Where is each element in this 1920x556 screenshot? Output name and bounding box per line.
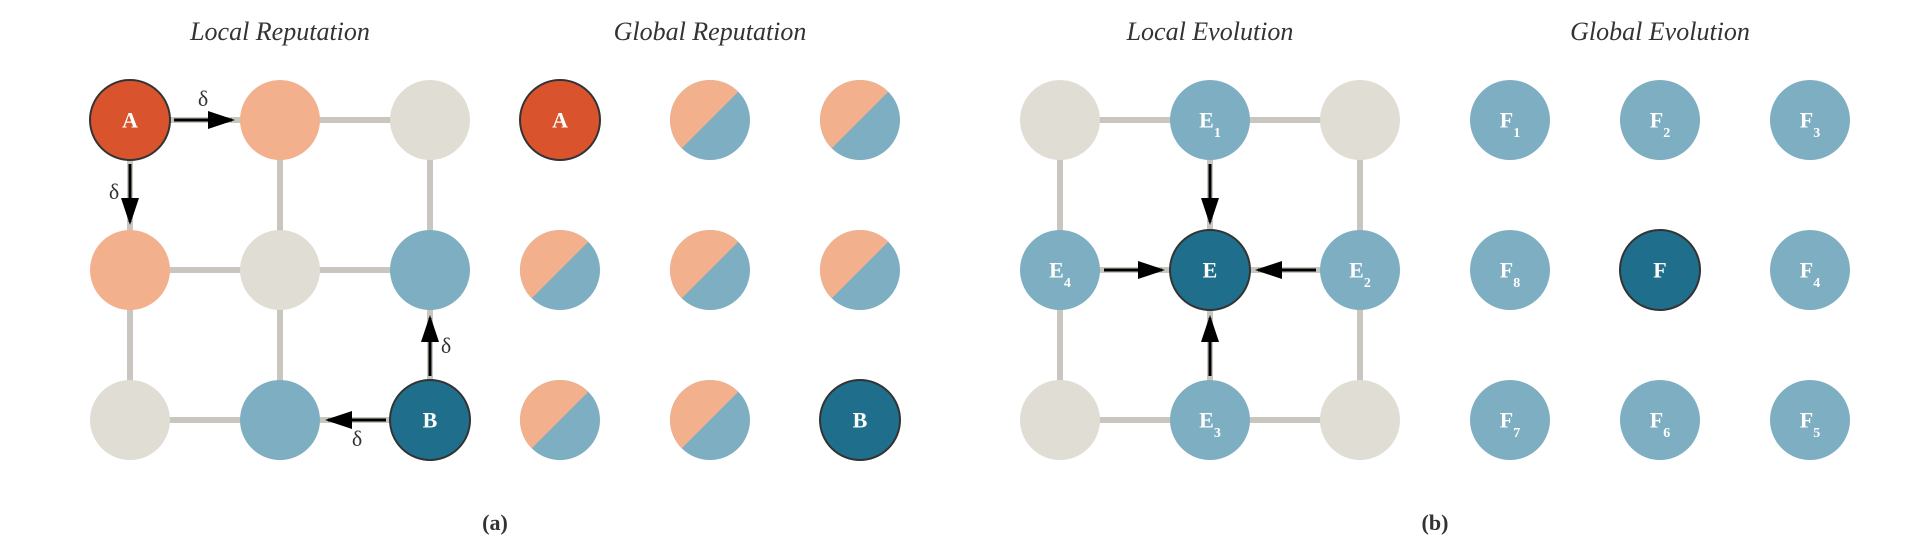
node: E4 xyxy=(1020,230,1100,310)
node xyxy=(90,380,170,460)
node xyxy=(518,378,602,462)
node xyxy=(1020,80,1100,160)
node: F2 xyxy=(1620,80,1700,160)
node xyxy=(668,78,752,162)
node: A xyxy=(520,80,600,160)
svg-text:A: A xyxy=(552,108,568,133)
diagram-svg: Local Reputation A Bδ δ δ δ Global Reputation A… xyxy=(0,0,1920,556)
node: F3 xyxy=(1770,80,1850,160)
node xyxy=(390,80,470,160)
node xyxy=(240,80,320,160)
node xyxy=(90,230,170,310)
node: F6 xyxy=(1620,380,1700,460)
node xyxy=(518,228,602,312)
node: A xyxy=(90,80,170,160)
svg-text:F: F xyxy=(1653,258,1666,283)
panel-title: Local Reputation xyxy=(189,17,370,46)
node: E1 xyxy=(1170,80,1250,160)
node xyxy=(668,378,752,462)
svg-text:A: A xyxy=(122,108,138,133)
panel-title: Local Evolution xyxy=(1126,17,1294,46)
node xyxy=(1320,380,1400,460)
node xyxy=(1320,80,1400,160)
node: E xyxy=(1170,230,1250,310)
svg-text:B: B xyxy=(853,408,868,433)
panel-title: Global Reputation xyxy=(614,17,807,46)
node: B xyxy=(390,380,470,460)
svg-text:E: E xyxy=(1203,258,1218,283)
node xyxy=(818,228,902,312)
node xyxy=(668,228,752,312)
panel-title: Global Evolution xyxy=(1570,17,1750,46)
node xyxy=(390,230,470,310)
delta-label: δ xyxy=(441,333,451,358)
node: F8 xyxy=(1470,230,1550,310)
node xyxy=(818,78,902,162)
panel-sublabel: (a) xyxy=(482,510,508,535)
panel-sublabel: (b) xyxy=(1422,510,1449,535)
node xyxy=(1020,380,1100,460)
node: F1 xyxy=(1470,80,1550,160)
node: F7 xyxy=(1470,380,1550,460)
svg-text:B: B xyxy=(423,408,438,433)
node: F4 xyxy=(1770,230,1850,310)
node: E2 xyxy=(1320,230,1400,310)
delta-label: δ xyxy=(352,426,362,451)
node xyxy=(240,230,320,310)
delta-label: δ xyxy=(109,179,119,204)
node xyxy=(240,380,320,460)
node: F xyxy=(1620,230,1700,310)
delta-label: δ xyxy=(198,86,208,111)
node: B xyxy=(820,380,900,460)
node: E3 xyxy=(1170,380,1250,460)
node: F5 xyxy=(1770,380,1850,460)
